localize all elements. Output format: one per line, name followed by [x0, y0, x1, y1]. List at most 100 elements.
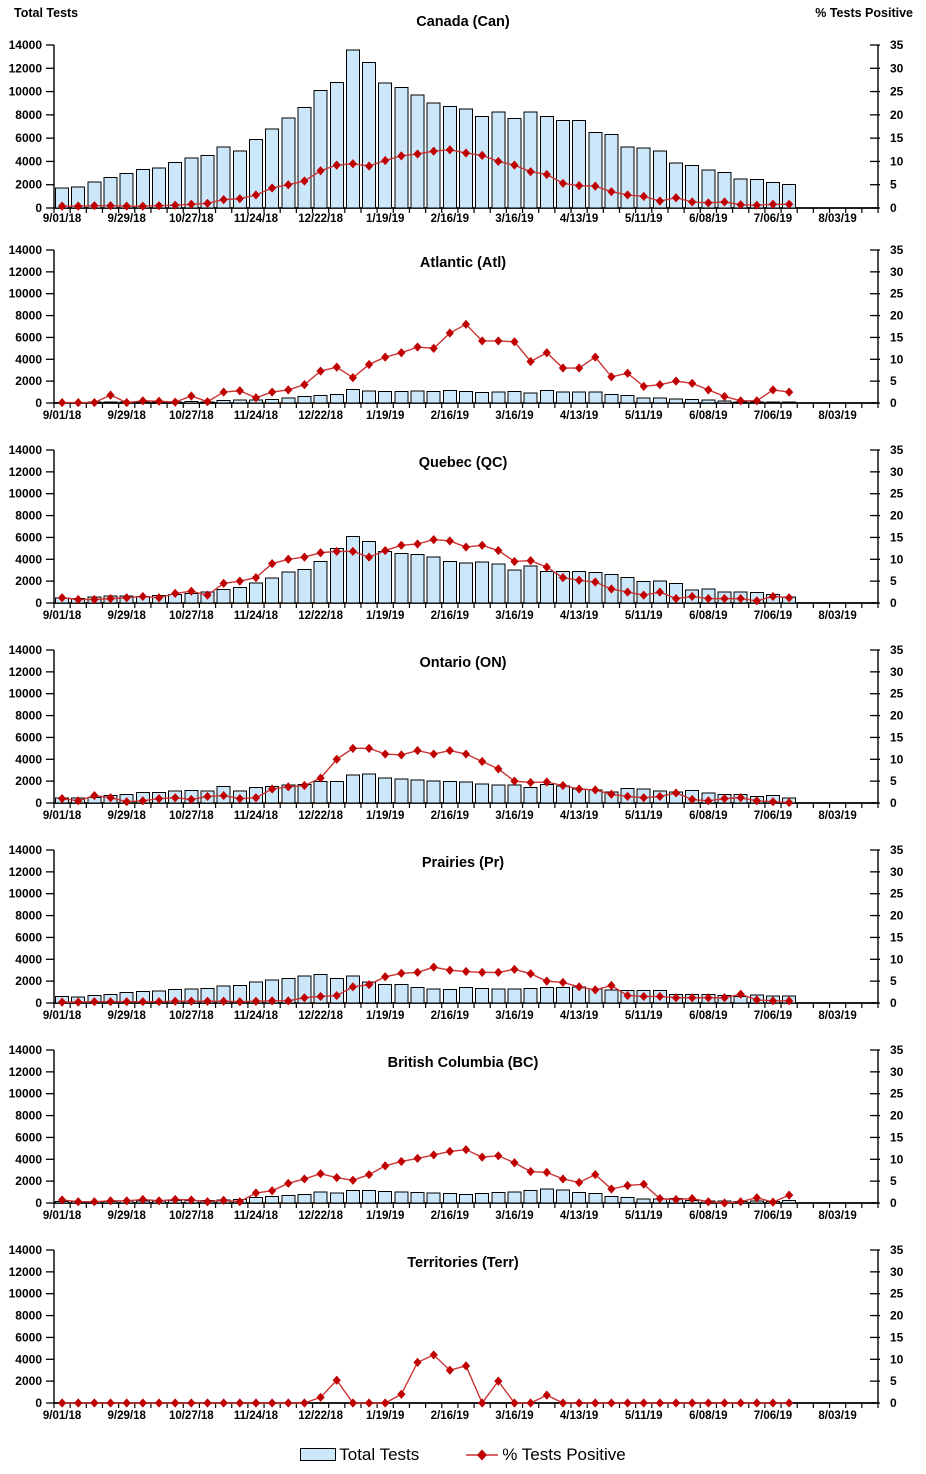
svg-text:0: 0: [890, 201, 897, 215]
svg-text:10/27/18: 10/27/18: [169, 1210, 214, 1222]
svg-text:0: 0: [35, 201, 42, 215]
chart-section-british-columbia-bc: 0 2000 4000 6000 8000 10000 12000 14000 0 5 10 15 20…: [0, 1035, 926, 1235]
svg-text:10000: 10000: [9, 287, 43, 301]
svg-text:0: 0: [890, 596, 897, 610]
svg-text:4/13/19: 4/13/19: [560, 1210, 598, 1222]
svg-text:6000: 6000: [15, 730, 42, 744]
svg-text:30: 30: [890, 465, 904, 479]
svg-text:10/27/18: 10/27/18: [169, 810, 214, 822]
svg-text:9/29/18: 9/29/18: [108, 810, 147, 822]
svg-text:15: 15: [890, 1130, 904, 1144]
svg-text:1/19/19: 1/19/19: [366, 1010, 404, 1022]
right-axis-title: % Tests Positive: [815, 6, 913, 20]
svg-text:10000: 10000: [9, 887, 43, 901]
svg-text:1/19/19: 1/19/19: [366, 1210, 404, 1222]
svg-text:20: 20: [890, 1109, 904, 1123]
svg-text:6/08/19: 6/08/19: [689, 610, 727, 622]
svg-text:1/19/19: 1/19/19: [366, 213, 404, 225]
svg-text:9/01/18: 9/01/18: [43, 1210, 82, 1222]
svg-text:1/19/19: 1/19/19: [366, 610, 404, 622]
svg-text:0: 0: [35, 1196, 42, 1210]
svg-text:20: 20: [890, 509, 904, 523]
chart-section-prairies-pr: 0 2000 4000 6000 8000 10000 12000 14000 0 5 10 15 20…: [0, 835, 926, 1035]
chart-section-territories-terr: 0 2000 4000 6000 8000 10000 12000 14000 0 5 10 15 20…: [0, 1235, 926, 1435]
svg-text:20: 20: [890, 1309, 904, 1323]
chart-section-ontario-on: 0 2000 4000 6000 8000 10000 12000 14000 0 5 10 15 20…: [0, 635, 926, 835]
svg-text:0: 0: [890, 996, 897, 1010]
svg-text:4000: 4000: [15, 1152, 42, 1166]
svg-text:2/16/19: 2/16/19: [431, 213, 469, 225]
svg-text:9/01/18: 9/01/18: [43, 1410, 82, 1422]
svg-text:5: 5: [890, 178, 897, 192]
svg-text:0: 0: [890, 1196, 897, 1210]
svg-text:2000: 2000: [15, 574, 42, 588]
svg-text:12000: 12000: [9, 1065, 43, 1079]
svg-text:12000: 12000: [9, 1265, 43, 1279]
svg-text:30: 30: [890, 61, 904, 75]
svg-text:20: 20: [890, 909, 904, 923]
svg-text:10000: 10000: [9, 487, 43, 501]
svg-text:0: 0: [890, 1396, 897, 1410]
svg-text:14000: 14000: [9, 243, 43, 257]
chart-territories-terr: 0 2000 4000 6000 8000 10000 12000 14000 0 5 10 15 20…: [9, 1243, 904, 1422]
svg-text:25: 25: [890, 887, 904, 901]
svg-text:12/22/18: 12/22/18: [298, 1410, 343, 1422]
svg-text:6/08/19: 6/08/19: [689, 1210, 727, 1222]
svg-text:7/06/19: 7/06/19: [754, 1210, 792, 1222]
svg-text:2/16/19: 2/16/19: [431, 810, 469, 822]
svg-text:0: 0: [35, 796, 42, 810]
svg-text:10: 10: [890, 352, 904, 366]
svg-text:9/29/18: 9/29/18: [108, 1010, 147, 1022]
svg-text:5: 5: [890, 974, 897, 988]
svg-text:10000: 10000: [9, 1287, 43, 1301]
svg-text:15: 15: [890, 1330, 904, 1344]
svg-text:10/27/18: 10/27/18: [169, 410, 214, 422]
svg-text:6/08/19: 6/08/19: [689, 1410, 727, 1422]
svg-text:12/22/18: 12/22/18: [298, 610, 343, 622]
chart-title-british-columbia-bc: British Columbia (BC): [388, 1055, 539, 1071]
svg-text:25: 25: [890, 1087, 904, 1101]
svg-text:5/11/19: 5/11/19: [625, 610, 663, 622]
svg-text:15: 15: [890, 330, 904, 344]
svg-text:11/24/18: 11/24/18: [234, 410, 279, 422]
svg-text:10: 10: [890, 1352, 904, 1366]
svg-text:10/27/18: 10/27/18: [169, 1010, 214, 1022]
chart-title-atlantic-atl: Atlantic (Atl): [420, 255, 506, 271]
svg-text:3/16/19: 3/16/19: [495, 610, 533, 622]
svg-text:8000: 8000: [15, 309, 42, 323]
svg-text:12000: 12000: [9, 865, 43, 879]
svg-text:30: 30: [890, 865, 904, 879]
svg-text:5: 5: [890, 1374, 897, 1388]
chart-legend: Total Tests % Tests Positive: [0, 1435, 926, 1474]
svg-text:9/01/18: 9/01/18: [43, 610, 82, 622]
svg-text:3/16/19: 3/16/19: [495, 213, 533, 225]
svg-text:8/03/19: 8/03/19: [818, 1010, 856, 1022]
svg-text:3/16/19: 3/16/19: [495, 810, 533, 822]
svg-text:12/22/18: 12/22/18: [298, 810, 343, 822]
svg-text:2/16/19: 2/16/19: [431, 410, 469, 422]
svg-text:11/24/18: 11/24/18: [234, 1010, 279, 1022]
svg-text:8000: 8000: [15, 909, 42, 923]
svg-text:25: 25: [890, 487, 904, 501]
svg-text:11/24/18: 11/24/18: [234, 213, 279, 225]
svg-text:3/16/19: 3/16/19: [495, 1410, 533, 1422]
svg-text:20: 20: [890, 108, 904, 122]
svg-text:8000: 8000: [15, 709, 42, 723]
legend-item-total-tests: Total Tests: [300, 1445, 419, 1465]
svg-text:35: 35: [890, 1043, 904, 1057]
left-axis-title: Total Tests: [14, 6, 78, 20]
svg-text:10000: 10000: [9, 1087, 43, 1101]
svg-text:14000: 14000: [9, 443, 43, 457]
svg-text:11/24/18: 11/24/18: [234, 1410, 279, 1422]
svg-text:14000: 14000: [9, 1043, 43, 1057]
svg-text:6000: 6000: [15, 930, 42, 944]
svg-text:5/11/19: 5/11/19: [625, 1410, 663, 1422]
legend-label-pct-positive: % Tests Positive: [502, 1444, 626, 1464]
svg-text:30: 30: [890, 1065, 904, 1079]
svg-text:6000: 6000: [15, 1330, 42, 1344]
svg-text:8000: 8000: [15, 108, 42, 122]
svg-text:0: 0: [35, 996, 42, 1010]
svg-text:1/19/19: 1/19/19: [366, 810, 404, 822]
svg-text:8/03/19: 8/03/19: [818, 410, 856, 422]
svg-text:4000: 4000: [15, 154, 42, 168]
